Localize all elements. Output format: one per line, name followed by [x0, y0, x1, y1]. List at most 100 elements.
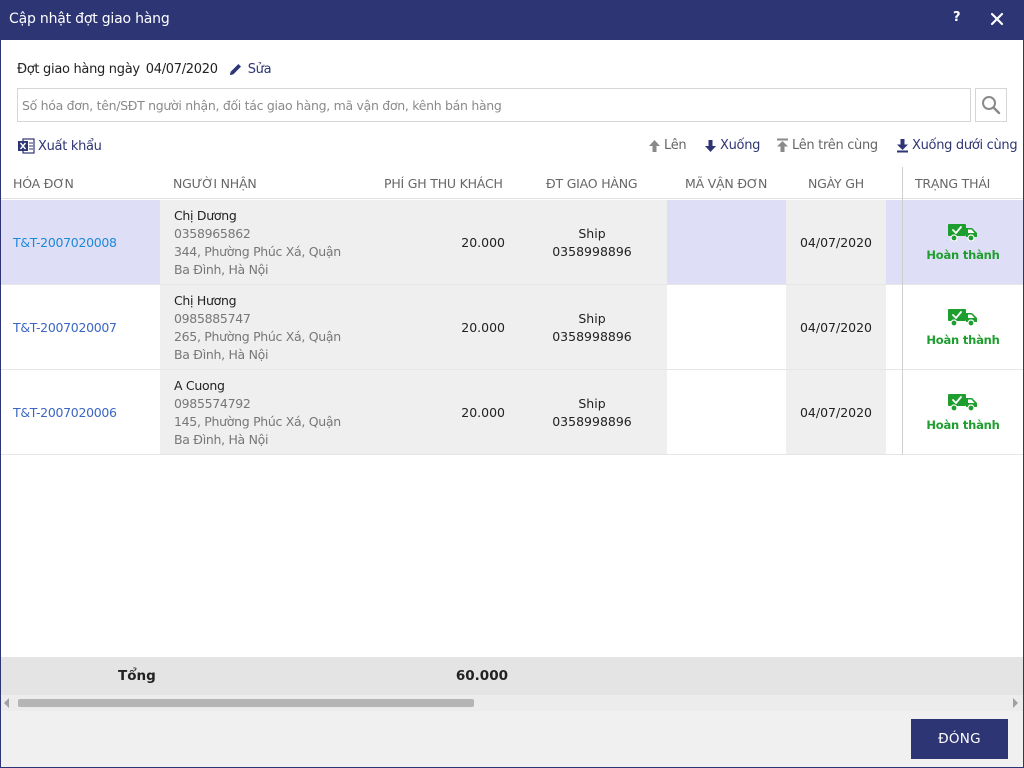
scrollbar-thumb[interactable]	[18, 699, 474, 707]
search-box	[17, 88, 971, 122]
search-icon	[982, 96, 1001, 115]
table-header: HÓA ĐƠN NGƯỜI NHẬN PHÍ GH THU KHÁCH ĐT G…	[1, 167, 1023, 199]
delivery-date: 04/07/2020	[799, 320, 873, 335]
recipient-phone: 0358965862	[174, 226, 251, 241]
delivery-truck-icon	[948, 394, 977, 412]
batch-label: Đợt giao hàng ngày	[17, 61, 140, 77]
fee-cell-bg	[363, 370, 517, 454]
arrow-up-icon	[649, 139, 660, 152]
close-dialog-button[interactable]: ĐÓNG	[911, 719, 1008, 759]
invoice-link[interactable]: T&T-2007020006	[13, 405, 117, 420]
window-title: Cập nhật đợt giao hàng	[9, 11, 170, 27]
recipient-phone: 0985574792	[174, 396, 251, 411]
recipient-name: Chị Hương	[174, 293, 237, 308]
delivery-date: 04/07/2020	[799, 405, 873, 420]
status-label: Hoàn thành	[926, 418, 1000, 432]
move-top-button[interactable]: Lên trên cùng	[776, 138, 878, 153]
partner-name: Ship	[578, 396, 606, 411]
status-column-divider	[902, 167, 903, 455]
delivery-fee: 20.000	[461, 405, 505, 420]
table-row[interactable]: T&T-2007020008 Chị Dương 0358965862 344,…	[1, 200, 1023, 285]
recipient-address-line1: 344, Phường Phúc Xá, Quận	[174, 244, 341, 259]
recipient-cell-bg	[160, 200, 363, 284]
toolbar: Xuất khẩu Lên Xuống Lên trên cùng Xuống …	[0, 136, 1024, 158]
recipient-phone: 0985885747	[174, 311, 251, 326]
delivery-partner: Ship 0358998896	[517, 310, 667, 346]
delivery-partner: Ship 0358998896	[517, 225, 667, 261]
search-button[interactable]	[975, 88, 1007, 122]
delivery-truck-icon	[948, 309, 977, 327]
scroll-left-icon[interactable]	[4, 698, 9, 708]
fee-cell-bg	[363, 285, 517, 369]
recipient-address-line1: 145, Phường Phúc Xá, Quận	[174, 414, 341, 429]
close-icon[interactable]	[987, 8, 1007, 30]
status-label: Hoàn thành	[926, 248, 1000, 262]
move-bottom-label: Xuống dưới cùng	[912, 138, 1018, 153]
status-label: Hoàn thành	[926, 333, 1000, 347]
invoice-link[interactable]: T&T-2007020007	[13, 320, 117, 335]
column-header-date[interactable]: NGÀY GH	[808, 176, 864, 191]
recipient-cell: Chị Dương 0358965862 344, Phường Phúc Xá…	[174, 207, 360, 279]
move-bottom-button[interactable]: Xuống dưới cùng	[896, 138, 1018, 153]
total-value: 60.000	[455, 668, 508, 684]
recipient-cell: A Cuong 0985574792 145, Phường Phúc Xá, …	[174, 377, 360, 449]
delivery-date: 04/07/2020	[799, 235, 873, 250]
delivery-fee: 20.000	[461, 320, 505, 335]
export-button[interactable]: Xuất khẩu	[18, 138, 102, 154]
search-input[interactable]	[18, 89, 970, 121]
move-up-label: Lên	[664, 138, 687, 153]
pencil-icon	[229, 63, 241, 75]
scroll-right-icon[interactable]	[1013, 698, 1018, 708]
delivery-truck-icon	[948, 224, 977, 242]
batch-info: Đợt giao hàng ngày 04/07/2020 Sửa	[17, 60, 272, 78]
recipient-name: A Cuong	[174, 378, 225, 393]
edit-label: Sửa	[247, 61, 272, 77]
move-top-label: Lên trên cùng	[792, 138, 878, 153]
recipient-address-line2: Ba Đình, Hà Nội	[174, 262, 269, 277]
move-down-button[interactable]: Xuống	[704, 138, 760, 153]
recipient-cell: Chị Hương 0985885747 265, Phường Phúc Xá…	[174, 292, 360, 364]
move-down-label: Xuống	[720, 138, 761, 153]
partner-name: Ship	[578, 311, 606, 326]
column-header-tracking[interactable]: MÃ VẬN ĐƠN	[685, 176, 768, 191]
recipient-address-line2: Ba Đình, Hà Nội	[174, 432, 269, 447]
export-label: Xuất khẩu	[38, 138, 102, 154]
partner-phone: 0358998896	[552, 414, 632, 429]
date-cell-bg	[786, 370, 886, 454]
status-badge: Hoàn thành	[903, 222, 1023, 262]
edit-button[interactable]: Sửa	[228, 62, 272, 77]
column-header-fee[interactable]: PHÍ GH THU KHÁCH	[384, 176, 503, 191]
invoice-link[interactable]: T&T-2007020008	[13, 235, 117, 250]
partner-name: Ship	[578, 226, 606, 241]
table-row[interactable]: T&T-2007020007 Chị Hương 0985885747 265,…	[1, 285, 1023, 370]
arrow-bottom-icon	[897, 139, 908, 153]
recipient-cell-bg	[160, 370, 363, 454]
recipient-address-line2: Ba Đình, Hà Nội	[174, 347, 269, 362]
date-cell-bg	[786, 200, 886, 284]
table-row[interactable]: T&T-2007020006 A Cuong 0985574792 145, P…	[1, 370, 1023, 455]
column-header-partner[interactable]: ĐT GIAO HÀNG	[546, 176, 638, 191]
partner-phone: 0358998896	[552, 329, 632, 344]
recipient-cell-bg	[160, 285, 363, 369]
column-header-invoice[interactable]: HÓA ĐƠN	[13, 176, 74, 191]
column-header-status[interactable]: TRẠNG THÁI	[915, 176, 991, 191]
status-badge: Hoàn thành	[903, 392, 1023, 432]
arrow-top-icon	[777, 138, 788, 152]
dialog-footer: ĐÓNG	[1, 711, 1023, 767]
totals-row: Tổng 60.000	[1, 657, 1023, 695]
recipient-name: Chị Dương	[174, 208, 237, 223]
column-header-recipient[interactable]: NGƯỜI NHẬN	[173, 176, 257, 191]
partner-cell-bg	[517, 370, 667, 454]
excel-icon	[18, 138, 35, 154]
delivery-fee: 20.000	[461, 235, 505, 250]
title-bar: Cập nhật đợt giao hàng ?	[0, 0, 1024, 40]
arrow-down-icon	[705, 139, 716, 152]
horizontal-scrollbar[interactable]	[1, 695, 1023, 711]
recipient-address-line1: 265, Phường Phúc Xá, Quận	[174, 329, 341, 344]
fee-cell-bg	[363, 200, 517, 284]
move-up-button[interactable]: Lên	[648, 138, 687, 153]
status-badge: Hoàn thành	[903, 307, 1023, 347]
help-button[interactable]: ?	[953, 10, 961, 25]
total-label: Tổng	[118, 668, 156, 684]
delivery-table: HÓA ĐƠN NGƯỜI NHẬN PHÍ GH THU KHÁCH ĐT G…	[1, 167, 1023, 657]
